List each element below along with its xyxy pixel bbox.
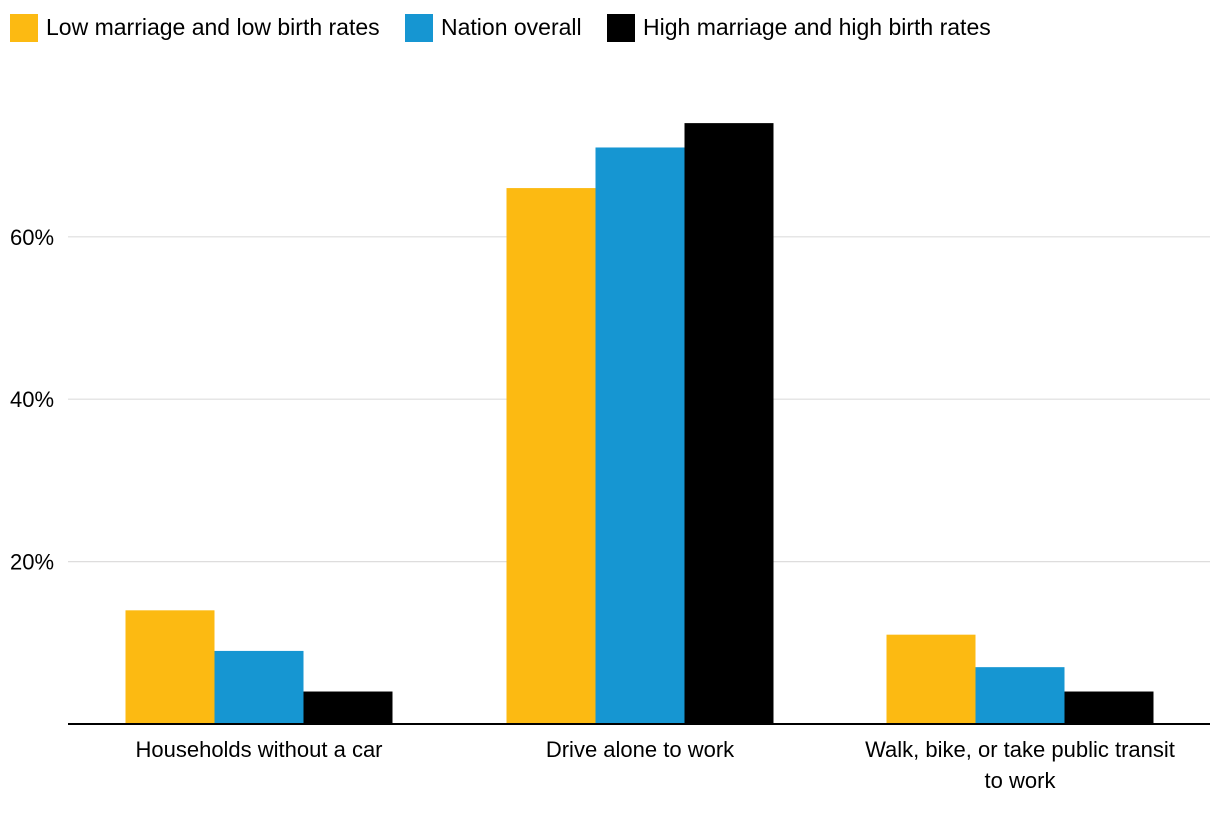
category-label-1: Households without a car [135, 737, 382, 762]
legend-label-series-2: Nation overall [441, 14, 582, 40]
bar-category-1-series-1 [125, 610, 215, 724]
bar-category-3-series-2 [975, 667, 1065, 724]
category-label-2-line-1: Drive alone to work [546, 737, 735, 762]
bar-category-3-series-1 [886, 634, 976, 724]
y-tick-label-60: 60% [10, 225, 54, 250]
category-label-3-line-1: Walk, bike, or take public transit [865, 737, 1175, 762]
bar-category-2-series-3 [684, 123, 774, 725]
category-label-1-line-1: Households without a car [135, 737, 382, 762]
category-label-3-line-2: to work [985, 768, 1057, 793]
category-label-3: Walk, bike, or take public transit to wor… [865, 737, 1175, 793]
category-labels: Households without a car Drive alone to w… [135, 737, 1174, 793]
legend-swatch-series-2 [405, 14, 433, 42]
bar-category-1-series-3 [303, 691, 393, 724]
bar-category-2-series-2 [595, 147, 685, 725]
bar-category-3-series-3 [1064, 691, 1154, 724]
y-tick-label-40: 40% [10, 387, 54, 412]
bar-category-1-series-2 [214, 650, 304, 724]
bars [125, 123, 1154, 725]
legend: Low marriage and low birth rates Nation o… [10, 14, 991, 42]
category-label-2: Drive alone to work [546, 737, 735, 762]
y-tick-label-20: 20% [10, 550, 54, 575]
legend-label-series-3: High marriage and high birth rates [643, 14, 991, 40]
bar-category-2-series-1 [506, 188, 596, 724]
legend-swatch-series-1 [10, 14, 38, 42]
legend-label-series-1: Low marriage and low birth rates [46, 14, 380, 40]
legend-swatch-series-3 [607, 14, 635, 42]
